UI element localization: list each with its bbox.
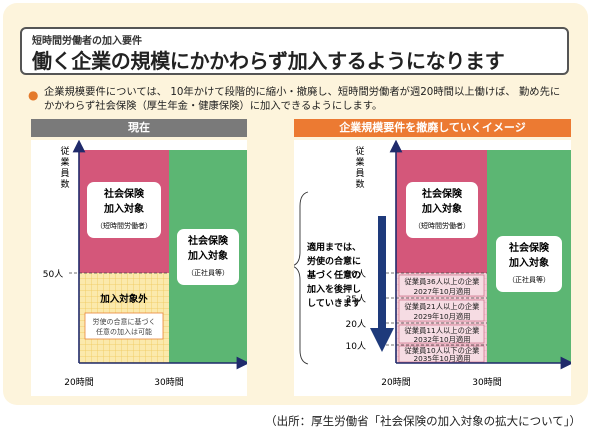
x-tick-30: 30時間: [472, 377, 501, 388]
y-axis-label-3: 員: [60, 168, 69, 179]
stage-box-1: [398, 274, 485, 297]
x-tick-20: 20時間: [64, 377, 93, 388]
page-title: 働く企業の規模にかかわらず加入するようになります: [32, 49, 505, 73]
green-box-line1: 社会保険: [508, 241, 550, 254]
excluded-note-line1: 労使の合意に基づく: [93, 317, 156, 326]
stage-4-line1: 従業員10人以下の企業: [405, 346, 481, 355]
pink-label-box: [87, 182, 161, 238]
y-axis-label-2: 業: [60, 156, 69, 168]
stage-2-line2: 2029年10月適用: [413, 312, 470, 321]
note-line2: 労使の合意に: [307, 255, 361, 267]
excluded-note-line2: 任意の加入は可能: [96, 327, 152, 336]
y-tick-50: 50人: [346, 269, 366, 280]
stage-3-line2: 2032年10月適用: [413, 335, 470, 344]
x-tick-20: 20時間: [381, 377, 410, 388]
y-axis-label-2: 業: [355, 156, 364, 168]
y-axis-label-1: 従: [60, 145, 69, 157]
pink-label-box: [406, 182, 478, 238]
y-tick-20: 20人: [346, 319, 366, 330]
description-text: 企業規模要件については、 10年かけて段階的に縮小・撤廃し、短時間労働者が週20…: [44, 86, 561, 112]
source-citation: （出所：厚生労働省「社会保険の加入対象の拡大について」）: [265, 414, 581, 428]
stage-3-line1: 従業員11人以上の企業: [405, 326, 481, 335]
stage-1-line1: 従業員36人以上の企業: [405, 277, 481, 286]
green-box-line2: 加入対象: [187, 249, 228, 262]
note-line4: 加入を後押し: [306, 283, 361, 295]
green-label-box: [496, 236, 562, 292]
stage-box-3: [398, 324, 485, 344]
y-axis-label-1: 従: [355, 145, 364, 157]
note-line3: 基づく任意の: [306, 269, 361, 281]
pink-box-line2: 加入対象: [421, 202, 462, 215]
pink-box-line3: （短時間労働者）: [414, 221, 470, 230]
green-box-line2: 加入対象: [508, 256, 549, 269]
pink-box-line1: 社会保険: [103, 187, 145, 200]
pink-box-line2: 加入対象: [103, 202, 144, 215]
pink-box-line1: 社会保険: [421, 187, 463, 200]
green-box-line1: 社会保険: [187, 234, 229, 247]
left-panel: 従 業 員 数 50人 20時間 30時間 社会保険 加入対象 （短時間労働者）…: [31, 140, 247, 396]
title-box: 短時間労働者の加入要件 働く企業の規模にかかわらず加入するようになります: [20, 27, 569, 75]
right-panel: 従業員36人以上の企業 2027年10月適用 従業員21人以上の企業 2029年…: [294, 140, 571, 396]
y-tick-50: 50人: [43, 269, 63, 280]
bullet-icon: ●: [28, 88, 39, 102]
y-tick-35: 35人: [346, 294, 366, 305]
excluded-note-box: [84, 312, 164, 340]
stage-box-2: [398, 299, 485, 322]
note-line5: していきます: [307, 298, 361, 309]
page-subtitle: 短時間労働者の加入要件: [32, 36, 142, 47]
pink-box-line3: （短時間労働者）: [96, 221, 152, 230]
note-line1: 適用までは、: [307, 241, 361, 253]
stage-4-line2: 2035年10月適用: [413, 354, 470, 363]
y-axis-label-3: 員: [355, 168, 364, 179]
stage-2-line1: 従業員21人以上の企業: [405, 302, 481, 311]
down-arrow-icon: [370, 216, 394, 352]
right-panel-header: 企業規模要件を撤廃していくイメージ: [294, 119, 571, 137]
green-label-box: [177, 229, 239, 285]
green-box-line3: （正社員等）: [187, 268, 229, 277]
y-tick-10: 10人: [346, 341, 366, 352]
green-box-line3: （正社員等）: [508, 275, 550, 284]
brace-icon: [294, 191, 309, 365]
stage-1-line2: 2027年10月適用: [413, 287, 470, 296]
y-axis-label-4: 数: [60, 178, 69, 190]
excluded-label: 加入対象外: [99, 293, 148, 305]
x-tick-30: 30時間: [154, 377, 183, 388]
y-axis-label-4: 数: [355, 178, 364, 190]
stage-box-4: [398, 345, 485, 363]
left-panel-header: 現在: [31, 119, 247, 137]
